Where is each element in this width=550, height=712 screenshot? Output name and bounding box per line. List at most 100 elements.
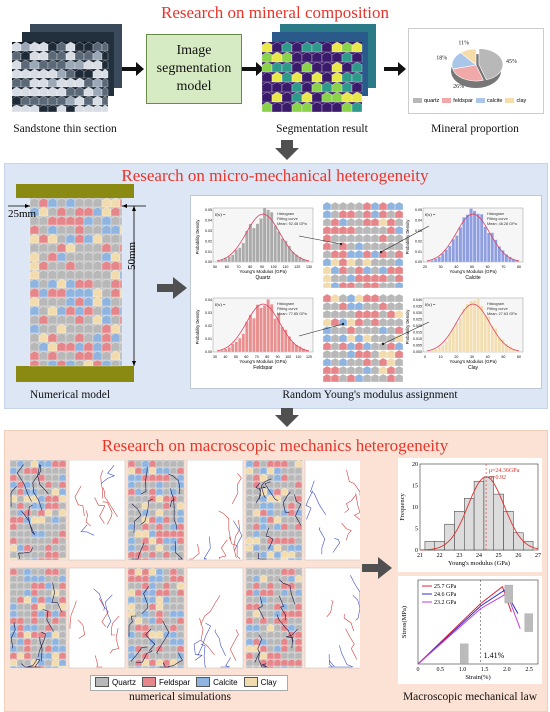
assigned-grain <box>322 225 332 235</box>
legend-fitting-curve: Fitting curve <box>277 217 298 221</box>
freq-y-tick: 5 <box>415 527 418 533</box>
sim-grain <box>252 665 261 669</box>
histogram-bar <box>469 300 473 353</box>
crack-path <box>42 609 54 632</box>
histogram-bar <box>479 214 484 263</box>
histogram-bar <box>273 318 277 353</box>
assigned-grain <box>354 273 364 283</box>
simulation-crack-panel <box>68 460 126 561</box>
proportion-caption: Mineral proportion <box>431 123 519 135</box>
sim-grain <box>176 536 185 545</box>
legend-fitting-curve: Fitting curve <box>487 217 508 221</box>
assigned-grain <box>330 309 340 319</box>
sim-grain <box>176 644 185 653</box>
material-legend: Quartz Feldspar Calcite Clay <box>90 675 288 691</box>
assigned-grain <box>346 225 356 235</box>
crack-path <box>341 522 352 541</box>
model-grain <box>119 215 123 226</box>
y-tick-label: 0.04 <box>205 219 212 223</box>
assigned-grain <box>354 301 364 311</box>
pie-legend-item-feldspar: feldspar <box>442 98 473 104</box>
crack-path <box>254 634 263 663</box>
sigma-annotation: σ=0.92 <box>489 475 506 481</box>
sim-grain <box>30 557 39 561</box>
crack-path <box>18 547 33 560</box>
segmentation-grain <box>351 61 363 73</box>
assigned-grain <box>338 209 348 219</box>
freq-x-label: Young's modulus (GPa) <box>448 560 510 567</box>
assigned-grain <box>378 241 388 251</box>
crack-path <box>265 527 274 550</box>
assigned-grain <box>322 281 332 289</box>
sim-grain <box>51 665 60 669</box>
y-tick-label: 0.025 <box>413 318 422 322</box>
segmentation-model-label: Image segmentation model <box>156 43 232 94</box>
panel-frame <box>186 460 244 561</box>
assigned-grain <box>370 249 380 259</box>
crack-path <box>352 595 360 621</box>
assigned-grain <box>394 357 404 367</box>
sim-grain <box>155 557 164 561</box>
assigned-grain <box>370 373 380 383</box>
thin-section-grain <box>101 86 109 97</box>
histogram-bar <box>241 333 246 353</box>
histogram-bar <box>437 346 441 353</box>
sim-grain <box>176 637 185 646</box>
simulation-grain-panel <box>245 460 303 561</box>
assigned-grain <box>330 257 340 267</box>
connector-arrow <box>382 321 430 345</box>
assigned-grain <box>370 301 380 311</box>
sim-grain <box>23 557 32 561</box>
assigned-grain <box>354 209 364 219</box>
assigned-grain <box>394 225 404 235</box>
assigned-grain <box>346 281 356 289</box>
x-tick-label: 100 <box>285 355 291 359</box>
freq-y-tick: 0 <box>415 548 418 554</box>
assigned-grain <box>322 249 332 259</box>
crack-path <box>94 655 103 668</box>
model-grain <box>119 269 123 280</box>
stress-x-tick: 2.0 <box>503 667 511 673</box>
histogram-bar <box>479 305 484 353</box>
x-tick-label: 60 <box>517 355 521 359</box>
crack-path <box>37 464 49 494</box>
x-tick-label: 30 <box>470 355 474 359</box>
x-tick-label: 130 <box>306 265 312 269</box>
sim-grain <box>10 557 18 561</box>
x-tick-label: 20 <box>454 355 458 359</box>
assigned-grain <box>354 341 364 351</box>
histogram-bar <box>245 321 249 353</box>
sim-grain <box>294 623 303 632</box>
assigned-grain <box>354 257 364 267</box>
sim-grain <box>280 665 289 669</box>
crack-path <box>199 617 215 656</box>
assigned-grain <box>354 293 364 303</box>
legend-fitting-curve: Fitting curve <box>277 307 298 311</box>
histogram-bar <box>472 210 477 263</box>
assigned-grain <box>322 373 332 383</box>
assigned-grain <box>330 281 340 289</box>
assigned-grain <box>386 325 396 335</box>
histogram-bar <box>262 207 267 263</box>
mean-label: Mean: 77.85 GPa <box>277 312 308 316</box>
assigned-grain <box>370 217 380 227</box>
sim-grain <box>294 567 303 576</box>
assigned-grain <box>394 281 404 289</box>
assigned-grain <box>370 357 380 367</box>
x-tick-label: 50 <box>234 355 238 359</box>
sim-grain <box>294 588 303 597</box>
assigned-grain <box>378 365 388 375</box>
material-legend-item: Calcite <box>196 677 238 687</box>
histogram-bar <box>294 254 299 263</box>
simulation-crack-panel <box>68 567 126 669</box>
crack-path <box>344 494 357 513</box>
mu-annotation: μ=24.36GPa <box>489 468 520 474</box>
histogram-bar <box>269 211 274 263</box>
y-tick-label: 0.040 <box>413 298 422 302</box>
assigned-grain <box>322 209 332 219</box>
x-axis-label: Young's Modulus (GPa) <box>449 359 497 364</box>
assigned-grain <box>354 317 364 327</box>
assigned-grain <box>362 217 372 227</box>
model-grain <box>119 305 123 316</box>
legend-swatch <box>413 98 422 104</box>
